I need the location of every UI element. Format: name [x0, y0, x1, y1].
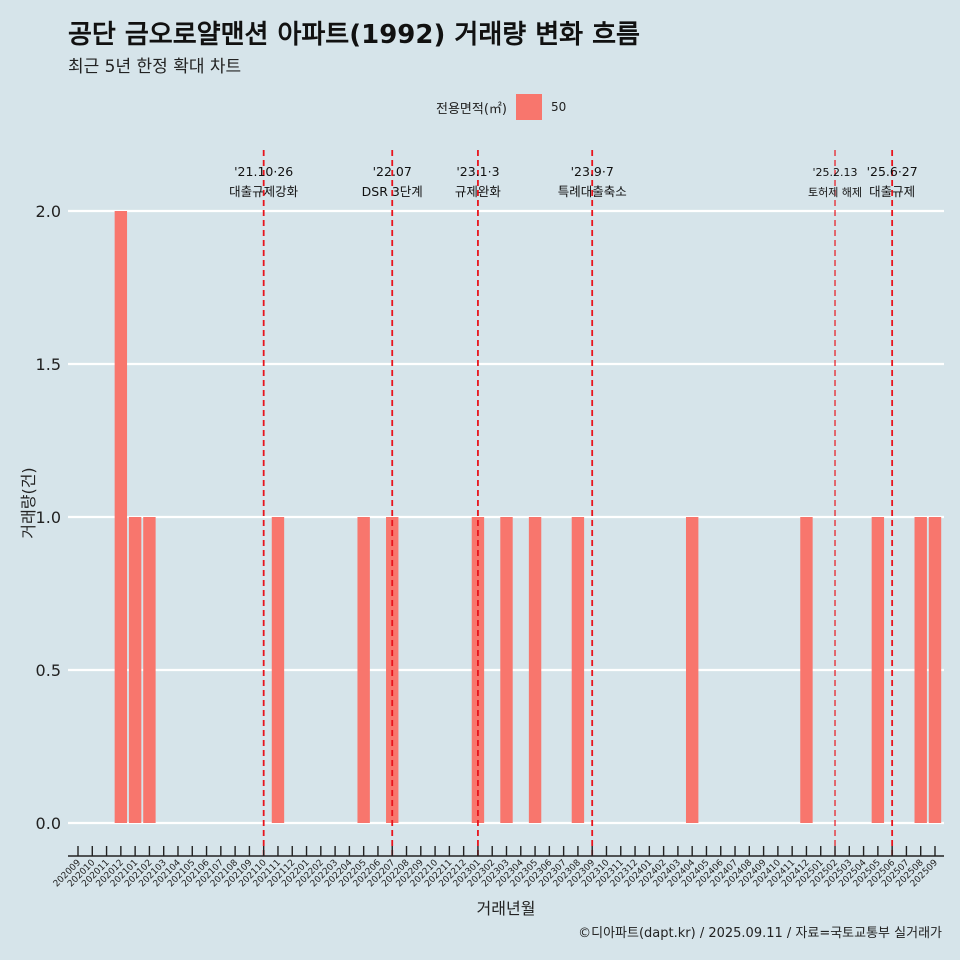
chart-title: 공단 금오로얄맨션 아파트(1992) 거래량 변화 흐름 [68, 20, 640, 50]
bar-202509 [928, 517, 942, 823]
bar-202412 [800, 517, 813, 823]
event-date-label-5: '25.6·27 [867, 164, 918, 179]
y-tick-label-3: 1.5 [36, 355, 61, 374]
bar-202205 [357, 517, 370, 823]
event-date-label-2: '23.1·3 [456, 164, 499, 179]
event-name-label-4: 토허제 해제 [808, 185, 862, 199]
bar-202102 [143, 517, 156, 823]
bar-202111 [271, 517, 285, 823]
bar-202308 [571, 517, 585, 823]
legend-label-50: 50 [550, 100, 567, 114]
event-name-label-3: 특례대출축소 [558, 184, 627, 199]
y-tick-label-0: 0.0 [36, 814, 61, 833]
bar-202303 [500, 517, 513, 823]
y-tick-label-2: 1.0 [36, 508, 61, 527]
bar-202505 [871, 517, 885, 823]
event-date-label-4: '25.2.13 [813, 166, 858, 179]
bar-202012 [114, 211, 128, 823]
y-tick-label-4: 2.0 [36, 202, 61, 221]
bar-202305 [528, 517, 542, 823]
bar-202508 [914, 517, 927, 823]
event-name-label-0: 대출규제강화 [229, 184, 299, 199]
chart-subtitle: 최근 5년 한정 확대 차트 [68, 57, 242, 77]
event-name-label-5: 대출규제 [869, 184, 915, 199]
event-date-label-0: '21.10·26 [234, 164, 293, 179]
legend-key-50 [515, 94, 542, 120]
bar-202404 [685, 517, 699, 823]
event-date-label-1: '22.07 [373, 164, 412, 179]
y-tick-label-1: 0.5 [36, 661, 61, 680]
event-date-label-3: '23.9·7 [571, 164, 614, 179]
y-axis-title: 거래량(건) [19, 467, 38, 538]
x-axis-title: 거래년월 [477, 899, 536, 918]
legend: 전용면적(㎡) 50 [436, 93, 566, 121]
bar-202101 [128, 517, 142, 823]
source-caption: ©디아파트(dapt.kr) / 2025.09.11 / 자료=국토교통부 실… [578, 926, 942, 941]
legend-title: 전용면적(㎡) [436, 101, 507, 117]
event-name-label-2: 규제완화 [455, 184, 502, 199]
event-name-label-1: DSR 3단계 [362, 184, 423, 199]
